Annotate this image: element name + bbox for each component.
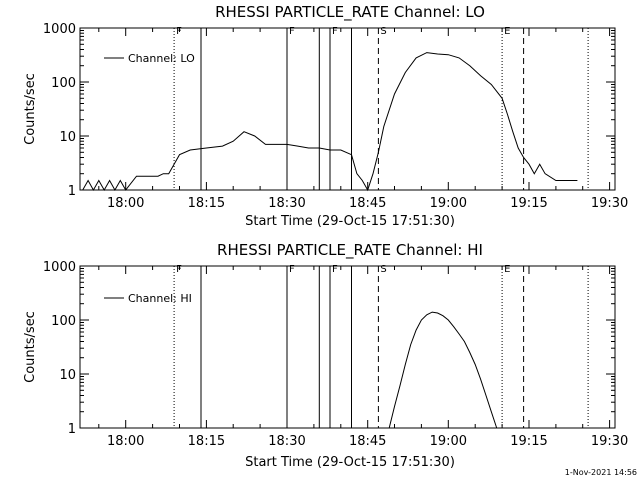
y-tick-label: 1000 — [43, 260, 76, 275]
x-tick-label: 19:00 — [430, 196, 467, 211]
x-axis-ticks: 18:00 18:15 18:30 18:45 19:00 19:15 19:30 — [98, 28, 628, 211]
series-line-channel-lo — [82, 52, 578, 192]
x-tick-label: 18:15 — [188, 196, 225, 211]
y-tick-label: 10 — [59, 130, 76, 145]
x-tick-label: 18:45 — [349, 196, 386, 211]
y-axis-label: Counts/sec — [23, 311, 38, 383]
event-flag: S — [380, 26, 386, 37]
y-tick-label: 100 — [51, 76, 76, 91]
plot-frame — [79, 27, 616, 191]
chart-title: RHESSI PARTICLE_RATE Channel: LO — [215, 3, 485, 22]
plot-frame — [79, 265, 616, 429]
y-tick-label: 10 — [59, 368, 76, 383]
event-flag: F — [332, 26, 338, 37]
x-tick-label: 18:30 — [268, 434, 305, 449]
series-line-channel-hi — [388, 311, 498, 429]
legend-label: Channel: HI — [128, 292, 192, 305]
event-flag: F — [289, 264, 295, 275]
chart-title: RHESSI PARTICLE_RATE Channel: HI — [217, 241, 483, 260]
y-tick-label: 100 — [51, 314, 76, 329]
x-tick-label: 19:30 — [591, 434, 628, 449]
event-marker-lines — [173, 28, 589, 190]
x-axis-label: Start Time (29-Oct-15 17:51:30) — [245, 455, 455, 470]
x-tick-label: 18:00 — [107, 434, 144, 449]
y-axis-ticks: 1 10 100 1000 — [43, 22, 615, 199]
x-tick-label: 19:15 — [510, 434, 547, 449]
event-flag: E — [504, 26, 510, 37]
x-axis-ticks: 18:00 18:15 18:30 18:45 19:00 19:15 19:30 — [98, 266, 628, 449]
x-tick-label: 19:30 — [591, 196, 628, 211]
event-flag: F — [332, 264, 338, 275]
x-axis-label: Start Time (29-Oct-15 17:51:30) — [245, 214, 455, 229]
y-axis-label: Counts/sec — [23, 73, 38, 145]
x-tick-label: 18:00 — [107, 196, 144, 211]
y-tick-label: 1 — [68, 184, 76, 199]
x-tick-label: 18:15 — [188, 434, 225, 449]
event-flag: F — [289, 26, 295, 37]
x-tick-label: 18:45 — [349, 434, 386, 449]
y-tick-label: 1000 — [43, 22, 76, 37]
y-axis-ticks: 1 10 100 1000 — [43, 260, 615, 437]
event-flag: E — [504, 264, 510, 275]
event-marker-lines — [173, 266, 589, 428]
y-tick-label: 1 — [68, 422, 76, 437]
footer-timestamp: 1-Nov-2021 14:56 — [565, 468, 637, 477]
event-flag: S — [380, 264, 386, 275]
x-tick-label: 19:15 — [510, 196, 547, 211]
x-tick-label: 18:30 — [268, 196, 305, 211]
x-tick-label: 19:00 — [430, 434, 467, 449]
legend-label: Channel: LO — [128, 52, 195, 65]
